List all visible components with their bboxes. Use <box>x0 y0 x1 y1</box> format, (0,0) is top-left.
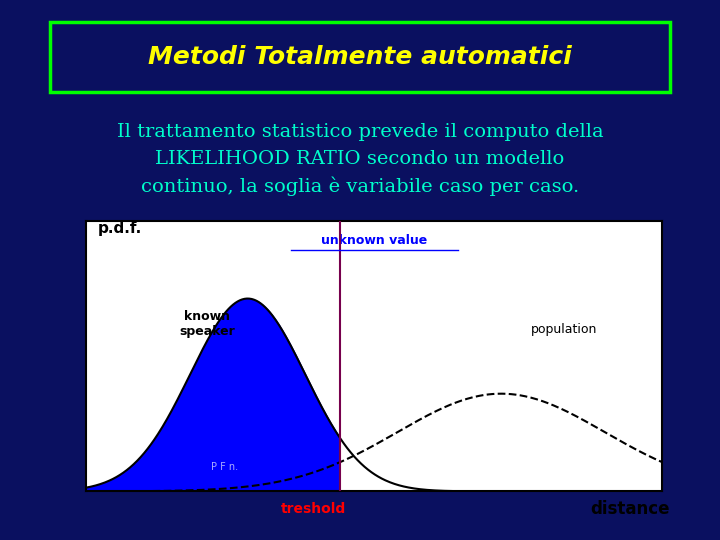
Text: distance: distance <box>590 500 670 518</box>
Text: p.d.f.: p.d.f. <box>98 221 142 237</box>
Text: known
speaker: known speaker <box>179 310 235 338</box>
Text: P F n.: P F n. <box>211 462 238 472</box>
Text: LIKELIHOOD RATIO secondo un modello: LIKELIHOOD RATIO secondo un modello <box>156 150 564 168</box>
Text: continuo, la soglia è variabile caso per caso.: continuo, la soglia è variabile caso per… <box>141 177 579 196</box>
Text: unknown value: unknown value <box>321 234 428 247</box>
Text: treshold: treshold <box>281 502 346 516</box>
Text: population: population <box>531 323 598 336</box>
Text: Il trattamento statistico prevede il computo della: Il trattamento statistico prevede il com… <box>117 123 603 141</box>
FancyBboxPatch shape <box>50 22 670 92</box>
Text: Metodi Totalmente automatici: Metodi Totalmente automatici <box>148 45 572 69</box>
